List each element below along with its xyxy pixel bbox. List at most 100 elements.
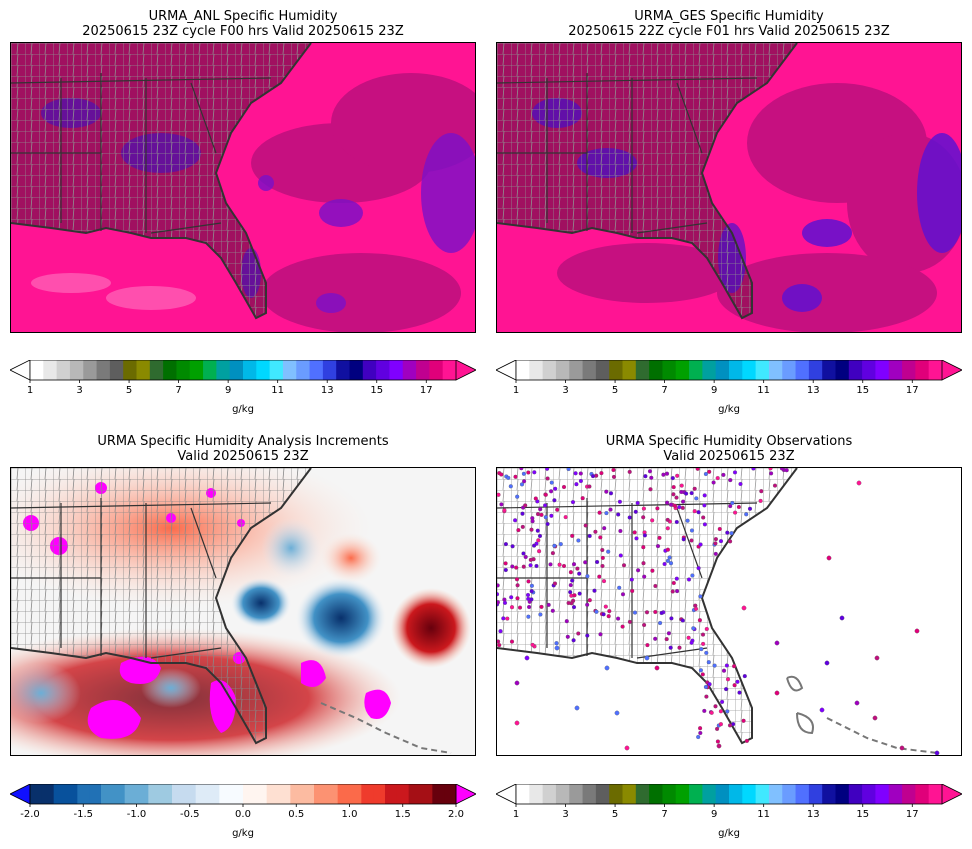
observation-point: [641, 506, 646, 511]
observation-point: [712, 663, 717, 668]
observation-point: [520, 511, 525, 516]
observation-point: [718, 709, 723, 714]
q-scale-obs-over-triangle: [941, 784, 962, 805]
observation-point: [728, 504, 733, 509]
increment-scale-tick-label: -2.0: [20, 809, 40, 820]
observation-point: [561, 563, 567, 569]
observation-point: [549, 480, 554, 485]
observation-point: [724, 663, 729, 668]
q-scale-anl-over-triangle: [455, 360, 476, 381]
observation-point: [698, 668, 703, 673]
increment-scale-swatch: [408, 784, 421, 804]
observation-point: [642, 574, 647, 579]
q-scale-anl-swatch: [136, 360, 151, 380]
observation-point: [665, 500, 670, 505]
observation-point: [630, 588, 635, 594]
observation-point: [526, 470, 531, 475]
observation-point: [732, 664, 737, 669]
observation-point: [554, 645, 560, 651]
observation-point: [733, 510, 738, 515]
observation-point: [587, 598, 592, 603]
q-scale-ges-tick-label: 15: [856, 385, 869, 396]
q-scale-obs-swatch: [888, 784, 903, 804]
observation-point: [674, 519, 679, 525]
q-scale-obs-swatch: [715, 784, 730, 804]
observation-point: [653, 636, 658, 641]
observation-point: [706, 660, 711, 665]
observation-point: [580, 496, 585, 501]
observation-point: [616, 616, 621, 621]
q-scale-obs-swatch: [675, 784, 690, 804]
q-scale-anl-swatch: [282, 360, 297, 380]
q-scale-anl-swatch: [96, 360, 111, 380]
observation-point: [665, 517, 670, 522]
observation-point: [650, 518, 655, 523]
increment-scale-swatch: [396, 784, 410, 804]
increment-scale-swatch: [160, 784, 173, 804]
q-scale-ges-swatch: [742, 360, 757, 380]
observation-point: [699, 647, 704, 652]
increment-scale-tick-label: -1.5: [73, 809, 93, 820]
q-scale-anl-tick-label: 17: [420, 385, 433, 396]
observation-point: [641, 561, 646, 566]
observation-point: [666, 631, 671, 636]
q-scale-obs-swatch: [795, 784, 810, 804]
increment-scale-tick-label: 1.5: [395, 809, 411, 820]
q-scale-anl-swatch: [336, 360, 350, 380]
observation-point: [575, 566, 580, 571]
q-scale-ges-swatch: [875, 360, 890, 380]
q-scale-ges-tick-label: 3: [562, 385, 568, 396]
observation-point: [558, 542, 563, 547]
observation-point: [519, 468, 524, 471]
observation-point: [509, 605, 515, 610]
observation-point: [552, 498, 557, 503]
observation-point: [677, 505, 682, 510]
increment-scale-swatch: [444, 784, 457, 804]
observation-point: [549, 489, 554, 494]
observation-point: [934, 750, 940, 755]
observation-point: [707, 682, 712, 687]
observation-point: [664, 471, 670, 476]
q-scale-anl-swatch: [256, 360, 271, 380]
observation-point: [595, 559, 600, 565]
map-anl: [10, 42, 476, 333]
q-scale-obs-tick-label: 3: [562, 809, 568, 820]
q-scale-anl-swatch: [349, 360, 364, 380]
colorbar-ges-units: g/kg: [718, 404, 740, 415]
observation-point: [497, 600, 500, 605]
observation-point: [819, 707, 825, 713]
observation-point: [506, 475, 511, 480]
observation-point: [658, 620, 663, 626]
observation-point: [685, 518, 690, 523]
observation-point: [715, 726, 720, 731]
observation-point: [574, 482, 579, 487]
observation-point: [553, 486, 558, 491]
observation-point: [519, 482, 525, 487]
observation-point: [692, 486, 697, 491]
observation-point: [689, 491, 694, 496]
observation-point: [655, 544, 661, 549]
observation-point: [698, 594, 703, 599]
observation-point: [659, 610, 664, 616]
observation-point: [758, 498, 763, 503]
observation-point: [738, 481, 743, 487]
observation-point: [621, 563, 627, 568]
observation-point: [669, 616, 674, 621]
q-scale-obs-swatch: [689, 784, 703, 804]
observation-point: [627, 469, 632, 474]
observation-point: [503, 567, 508, 573]
observation-point: [725, 530, 730, 535]
increment-scale-swatch: [420, 784, 433, 804]
colorbar-anl-units: g/kg: [232, 404, 254, 415]
observation-point: [573, 471, 578, 476]
q-scale-ges-swatch: [768, 360, 783, 380]
observation-point: [514, 720, 520, 726]
observation-point: [693, 603, 698, 608]
observation-point: [574, 705, 580, 711]
q-scale-anl-swatch: [269, 360, 284, 380]
q-scale-obs-swatch: [649, 784, 663, 804]
q-scale-ges-swatch: [915, 360, 930, 380]
observation-point: [539, 512, 544, 517]
observation-point: [604, 511, 609, 516]
q-scale-ges-swatch: [609, 360, 623, 380]
